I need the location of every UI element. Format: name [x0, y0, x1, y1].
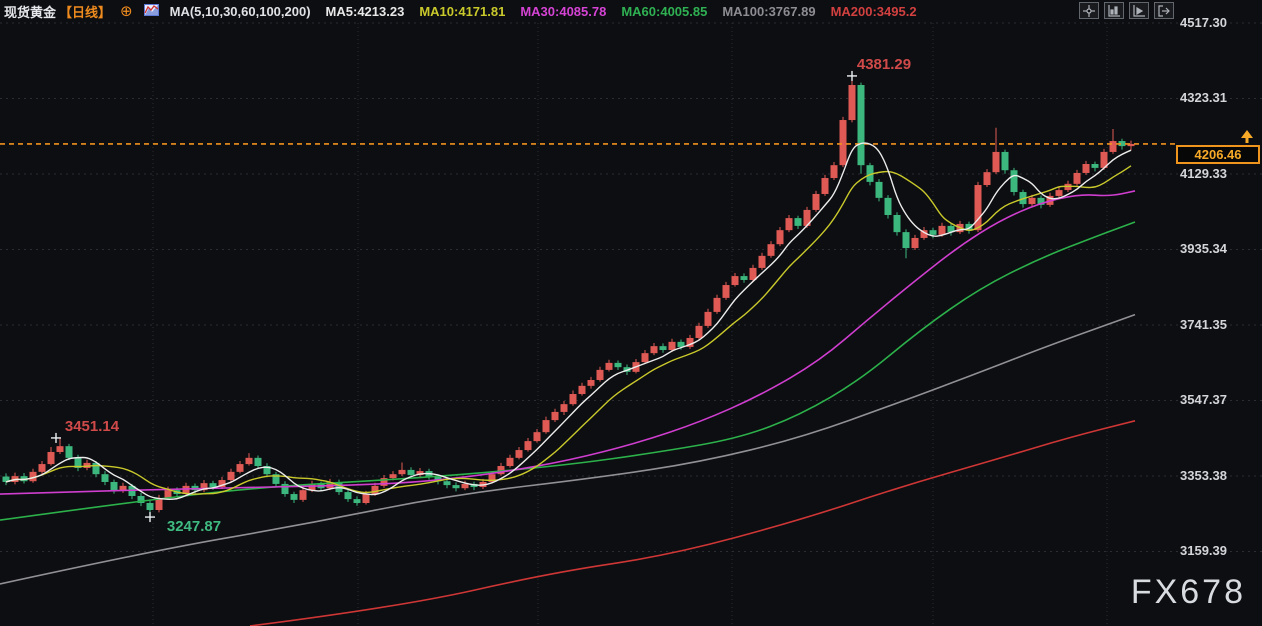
ma100-value-label: MA100:3767.89	[722, 3, 816, 19]
axis-label: 4323.31	[1180, 90, 1227, 105]
price-up-arrow-icon	[1240, 128, 1254, 149]
exit-chart-icon[interactable]	[1154, 2, 1174, 19]
symbol-title: 现货黄金	[4, 4, 57, 20]
ma60-value-label: MA60:4005.85	[621, 3, 708, 19]
chart-header: 现货黄金 【日线】 ⊕ MA(5,10,30,60,100,200) MA5:42…	[4, 0, 917, 22]
axis-label: 3935.34	[1180, 241, 1227, 256]
price-annotation: 3451.14	[65, 418, 120, 435]
annotations: 4381.29 3451.14 3247.87	[51, 56, 911, 535]
ma30-value-label: MA30:4085.78	[520, 3, 607, 19]
price-annotation: 4381.29	[857, 56, 911, 73]
axis-label: 3741.35	[1180, 317, 1227, 332]
ma200-line	[249, 420, 1136, 626]
ma-params-label: MA(5,10,30,60,100,200)	[169, 3, 311, 19]
axis-chart-icon[interactable]	[1104, 2, 1124, 19]
period-label: 【日线】	[59, 4, 112, 20]
gridlines	[0, 22, 1262, 626]
last-price-badge: 4206.46	[1176, 145, 1260, 164]
play-chart-icon[interactable]	[1129, 2, 1149, 19]
ma10-line	[5, 165, 1132, 495]
ma30-line	[0, 190, 1136, 495]
chart-toolbar	[1079, 2, 1174, 19]
watermark: FX678	[1130, 573, 1246, 611]
ma5-line	[5, 142, 1132, 500]
chart-preview-icon[interactable]	[143, 3, 159, 19]
add-instrument-icon[interactable]: ⊕	[120, 2, 133, 20]
candles-layer	[2, 75, 1135, 518]
axis-label: 4517.30	[1180, 15, 1227, 30]
ma5-value-label: MA5:4213.23	[325, 3, 405, 19]
crosshair-icon[interactable]	[1079, 2, 1099, 19]
axis-label: 3159.39	[1180, 543, 1227, 558]
price-axis[interactable]: 4517.30 4323.31 4129.33 3935.34 3741.35 …	[1180, 0, 1260, 626]
ma200-value-label: MA200:3495.2	[830, 3, 917, 19]
ma10-value-label: MA10:4171.81	[419, 3, 506, 19]
ma60-line	[0, 221, 1136, 521]
axis-label: 3547.37	[1180, 392, 1227, 407]
price-annotation: 3247.87	[167, 518, 221, 535]
axis-label: 3353.38	[1180, 468, 1227, 483]
axis-label: 4129.33	[1180, 166, 1227, 181]
ma100-line	[0, 313, 1136, 585]
